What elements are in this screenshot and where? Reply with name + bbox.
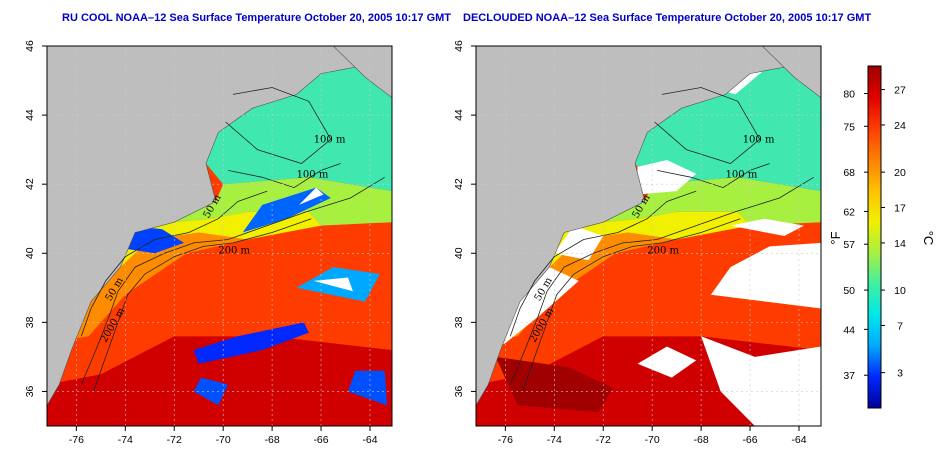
y-tick-label: 44	[453, 109, 465, 121]
bathymetry-contour	[657, 163, 770, 189]
x-tick-label: -76	[498, 434, 513, 446]
x-tick-label: -64	[362, 434, 377, 446]
bathymetry-contour	[509, 190, 697, 337]
bathymetry-contour	[80, 190, 268, 337]
y-tick-label: 46	[24, 40, 36, 52]
contour-label: 100 m	[314, 135, 346, 146]
fahrenheit-tick-label: 37	[843, 370, 855, 382]
cloud-artifact	[313, 277, 353, 292]
contour-label: 100 m	[743, 135, 775, 146]
celsius-label: °C	[921, 231, 936, 246]
sst-zone	[47, 336, 392, 426]
y-tick-label: 46	[453, 40, 465, 52]
sst-zone	[120, 211, 322, 268]
cloud-mask	[710, 242, 821, 309]
cloud-mask	[554, 225, 604, 261]
cloud-artifact	[348, 370, 388, 406]
fahrenheit-tick-label: 57	[843, 239, 855, 251]
y-tick-label: 38	[453, 316, 465, 328]
x-tick-label: -72	[596, 434, 611, 446]
y-tick-label: 40	[24, 247, 36, 259]
right-panel-title: DECLOUDED NOAA–12 Sea Surface Temperatur…	[463, 12, 872, 24]
sst-zone	[206, 66, 392, 192]
left-panel-title: RU COOL NOAA–12 Sea Surface Temperature …	[62, 12, 452, 24]
celsius-tick-label: 7	[897, 320, 903, 332]
land-mass	[761, 46, 821, 99]
fahrenheit-label: °F	[828, 231, 843, 244]
y-tick-label: 44	[24, 109, 36, 121]
land-mass	[47, 46, 392, 406]
bathymetry-contour	[522, 218, 741, 392]
bathymetry-contour	[225, 87, 332, 164]
fahrenheit-tick-label: 68	[843, 167, 855, 179]
map-frame	[475, 45, 822, 427]
x-tick-label: -72	[167, 434, 182, 446]
contour-label: 200 m	[218, 245, 250, 256]
celsius-tick-label: 14	[894, 238, 906, 250]
colorbar-gradient	[867, 65, 882, 409]
x-tick-label: -66	[742, 434, 757, 446]
sst-zone	[47, 232, 248, 344]
x-tick-label: -68	[694, 434, 709, 446]
celsius-tick-label: 3	[897, 368, 903, 380]
x-tick-label: -74	[118, 434, 133, 446]
land-mass	[476, 46, 821, 406]
celsius-tick-label: 20	[894, 167, 906, 179]
x-tick-label: -70	[645, 434, 660, 446]
bathymetry-contour	[228, 163, 341, 189]
celsius-tick-label: 10	[894, 285, 906, 297]
sst-zone	[476, 222, 821, 385]
celsius-tick-label: 27	[894, 85, 906, 97]
y-tick-label: 42	[453, 178, 465, 190]
fahrenheit-tick-label: 75	[843, 121, 855, 133]
bathymetry-contour	[654, 87, 761, 164]
cloud-artifact	[193, 322, 309, 364]
map-frame	[46, 45, 393, 427]
sst-zone	[635, 66, 821, 192]
contour-label: 100 m	[726, 169, 758, 180]
contour-label: 100 m	[297, 169, 329, 180]
sst-zone	[549, 211, 750, 268]
cloud-mask	[730, 218, 804, 236]
x-tick-label: -64	[791, 434, 806, 446]
celsius-tick-label: 24	[894, 120, 906, 132]
fahrenheit-tick-label: 62	[843, 206, 855, 218]
cloud-artifact	[299, 187, 324, 205]
x-tick-label: -74	[547, 434, 562, 446]
cloud-artifact	[193, 377, 229, 406]
y-tick-label: 36	[453, 385, 465, 397]
y-tick-label: 38	[24, 316, 36, 328]
sst-zone	[47, 222, 392, 385]
fahrenheit-tick-label: 44	[843, 324, 855, 336]
fahrenheit-tick-label: 50	[843, 285, 855, 297]
y-tick-label: 42	[24, 178, 36, 190]
x-tick-label: -70	[216, 434, 231, 446]
y-tick-label: 36	[24, 385, 36, 397]
cloud-mask	[701, 336, 821, 426]
celsius-tick-label: 17	[894, 203, 906, 215]
cloud-mask	[637, 346, 697, 378]
bathymetry-contour	[80, 176, 385, 385]
land-mass	[332, 46, 392, 99]
x-tick-label: -76	[69, 434, 84, 446]
contour-label: 200 m	[647, 245, 679, 256]
y-tick-label: 40	[453, 247, 465, 259]
fahrenheit-tick-label: 80	[843, 89, 855, 101]
bathymetry-contour	[509, 176, 814, 385]
bathymetry-contour	[93, 218, 312, 392]
x-tick-label: -68	[265, 434, 280, 446]
x-tick-label: -66	[313, 434, 328, 446]
